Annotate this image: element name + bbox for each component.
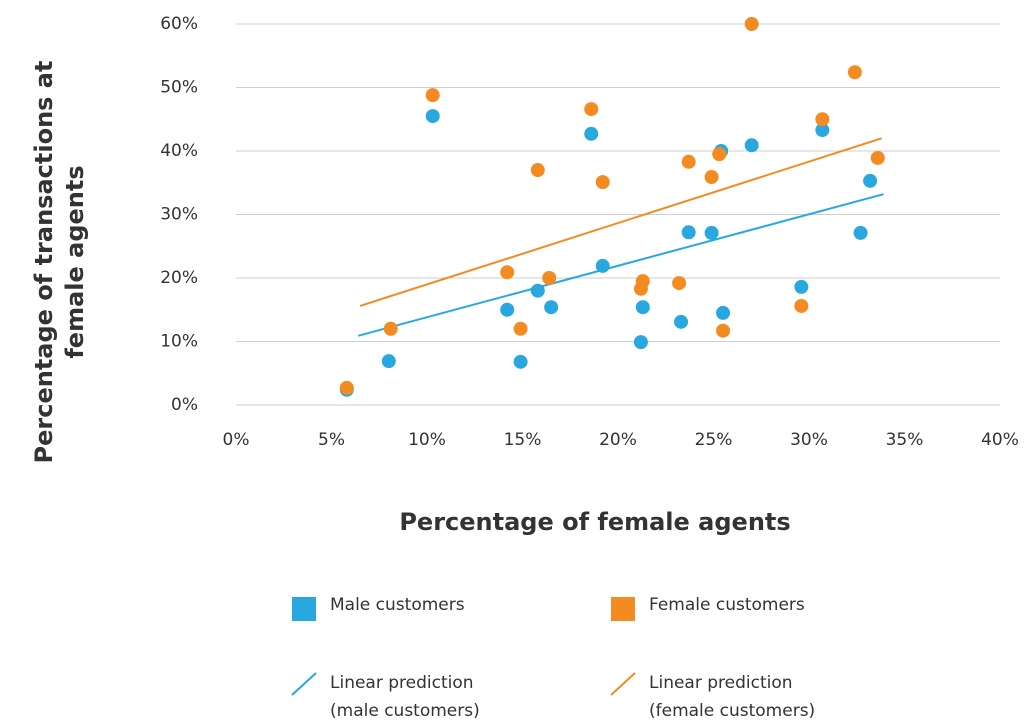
point — [513, 354, 528, 369]
point — [863, 173, 878, 188]
point — [716, 323, 731, 338]
x-tick-label: 30% — [790, 430, 828, 450]
y-tick-label: 40% — [160, 141, 198, 161]
legend-label: (male customers) — [330, 701, 480, 721]
point — [853, 225, 868, 240]
y-tick-label: 0% — [171, 395, 198, 415]
x-tick-label: 20% — [599, 430, 637, 450]
point — [425, 109, 440, 124]
x-tick-label: 35% — [886, 430, 924, 450]
point — [542, 271, 557, 285]
legend-label: Male customers — [330, 595, 465, 615]
y-tick-label: 10% — [160, 332, 198, 352]
point — [744, 138, 759, 153]
trend-line — [359, 137, 882, 307]
point — [633, 281, 648, 296]
point — [744, 17, 759, 31]
legend-label: Linear prediction — [330, 673, 474, 693]
y-tick-label: 20% — [160, 268, 198, 288]
point — [383, 321, 398, 336]
point — [704, 225, 719, 240]
x-tick-label: 40% — [981, 430, 1019, 450]
x-tick-label: 10% — [408, 430, 446, 450]
legend-line — [610, 672, 636, 696]
x-tick-label: 15% — [504, 430, 542, 450]
point — [704, 170, 719, 185]
legend-swatch — [292, 597, 316, 621]
point — [716, 305, 731, 320]
y-tick-label: 30% — [160, 205, 198, 225]
point — [584, 126, 599, 141]
x-tick-label: 5% — [318, 430, 345, 450]
point — [672, 276, 687, 291]
point — [794, 298, 809, 313]
legend-swatch — [611, 597, 635, 621]
point — [815, 112, 830, 127]
x-tick-label: 25% — [695, 430, 733, 450]
y-tick-label: 50% — [160, 78, 198, 98]
legend-label: (female customers) — [649, 701, 815, 721]
y-axis-title-line: female agents — [61, 165, 89, 358]
point — [681, 154, 696, 169]
y-tick-label: 60% — [160, 14, 198, 34]
point — [635, 300, 650, 315]
point — [500, 265, 515, 280]
point — [339, 380, 354, 395]
point — [815, 123, 830, 138]
legend-label: Linear prediction — [649, 673, 793, 693]
point — [513, 321, 528, 336]
legend-line — [291, 672, 317, 696]
point — [500, 302, 515, 317]
y-axis-title-line: Percentage of transactions at — [30, 61, 58, 464]
point — [794, 279, 809, 294]
point — [530, 163, 545, 178]
point — [595, 258, 610, 273]
point — [633, 335, 648, 350]
point — [530, 283, 545, 298]
point — [595, 175, 610, 190]
point — [681, 225, 696, 240]
legend-label: Female customers — [649, 595, 805, 615]
point — [425, 88, 440, 103]
trend-line — [357, 193, 884, 337]
x-axis-title: Percentage of female agents — [399, 508, 790, 536]
point — [584, 102, 599, 117]
point — [544, 300, 559, 315]
point — [712, 147, 727, 162]
point — [870, 150, 885, 165]
y-axis-title: Percentage of transactions at female age… — [30, 61, 89, 464]
x-tick-label: 0% — [223, 430, 250, 450]
point — [847, 65, 862, 80]
point — [381, 354, 396, 369]
point — [674, 314, 689, 329]
